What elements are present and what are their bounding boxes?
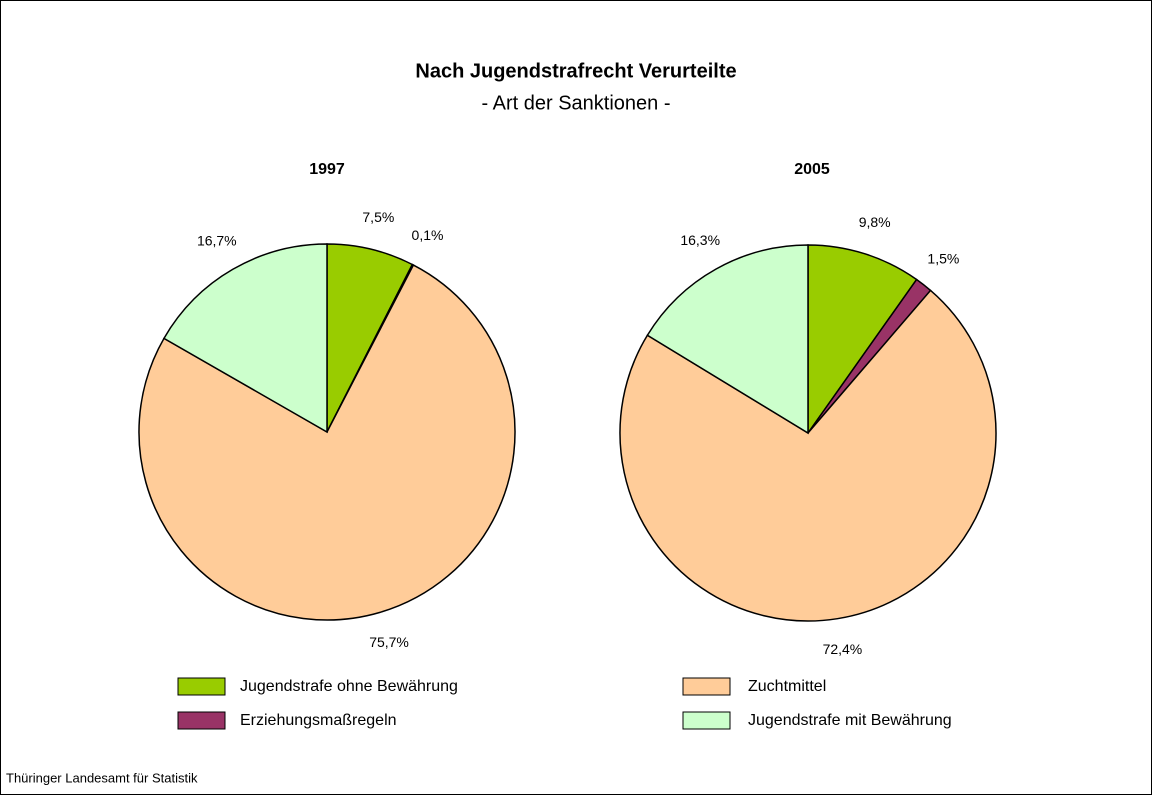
data-label: 0,1% — [412, 227, 444, 243]
data-label: 1,5% — [927, 250, 959, 266]
data-label: 72,4% — [823, 641, 863, 657]
legend-swatch — [682, 677, 731, 696]
data-label: 16,3% — [680, 232, 720, 248]
legend-swatch — [682, 711, 731, 730]
data-label: 9,8% — [859, 214, 891, 230]
data-label: 7,5% — [362, 209, 394, 225]
pie-title: 2005 — [794, 161, 830, 178]
legend-label: Zuchtmittel — [748, 678, 826, 695]
pie-title: 1997 — [309, 161, 345, 178]
legend-label: Erziehungsmaßregeln — [240, 712, 397, 729]
pie-slice — [646, 244, 809, 435]
source: Thüringer Landesamt für Statistik — [6, 770, 198, 785]
legend-swatch — [177, 677, 226, 696]
pie-slice — [619, 289, 997, 622]
chart-subtitle: - Art der Sanktionen - — [482, 92, 671, 114]
legend-label: Jugendstrafe mit Bewährung — [748, 712, 952, 729]
data-label: 75,7% — [369, 634, 409, 650]
pie-slice — [162, 243, 328, 434]
data-label: 16,7% — [197, 232, 237, 248]
pie-slice — [138, 264, 516, 621]
legend-label: Jugendstrafe ohne Bewährung — [240, 678, 458, 695]
chart-title: Nach Jugendstrafrecht Verurteilte — [415, 60, 736, 82]
pie-slice — [807, 244, 918, 436]
legend-swatch — [177, 711, 226, 730]
